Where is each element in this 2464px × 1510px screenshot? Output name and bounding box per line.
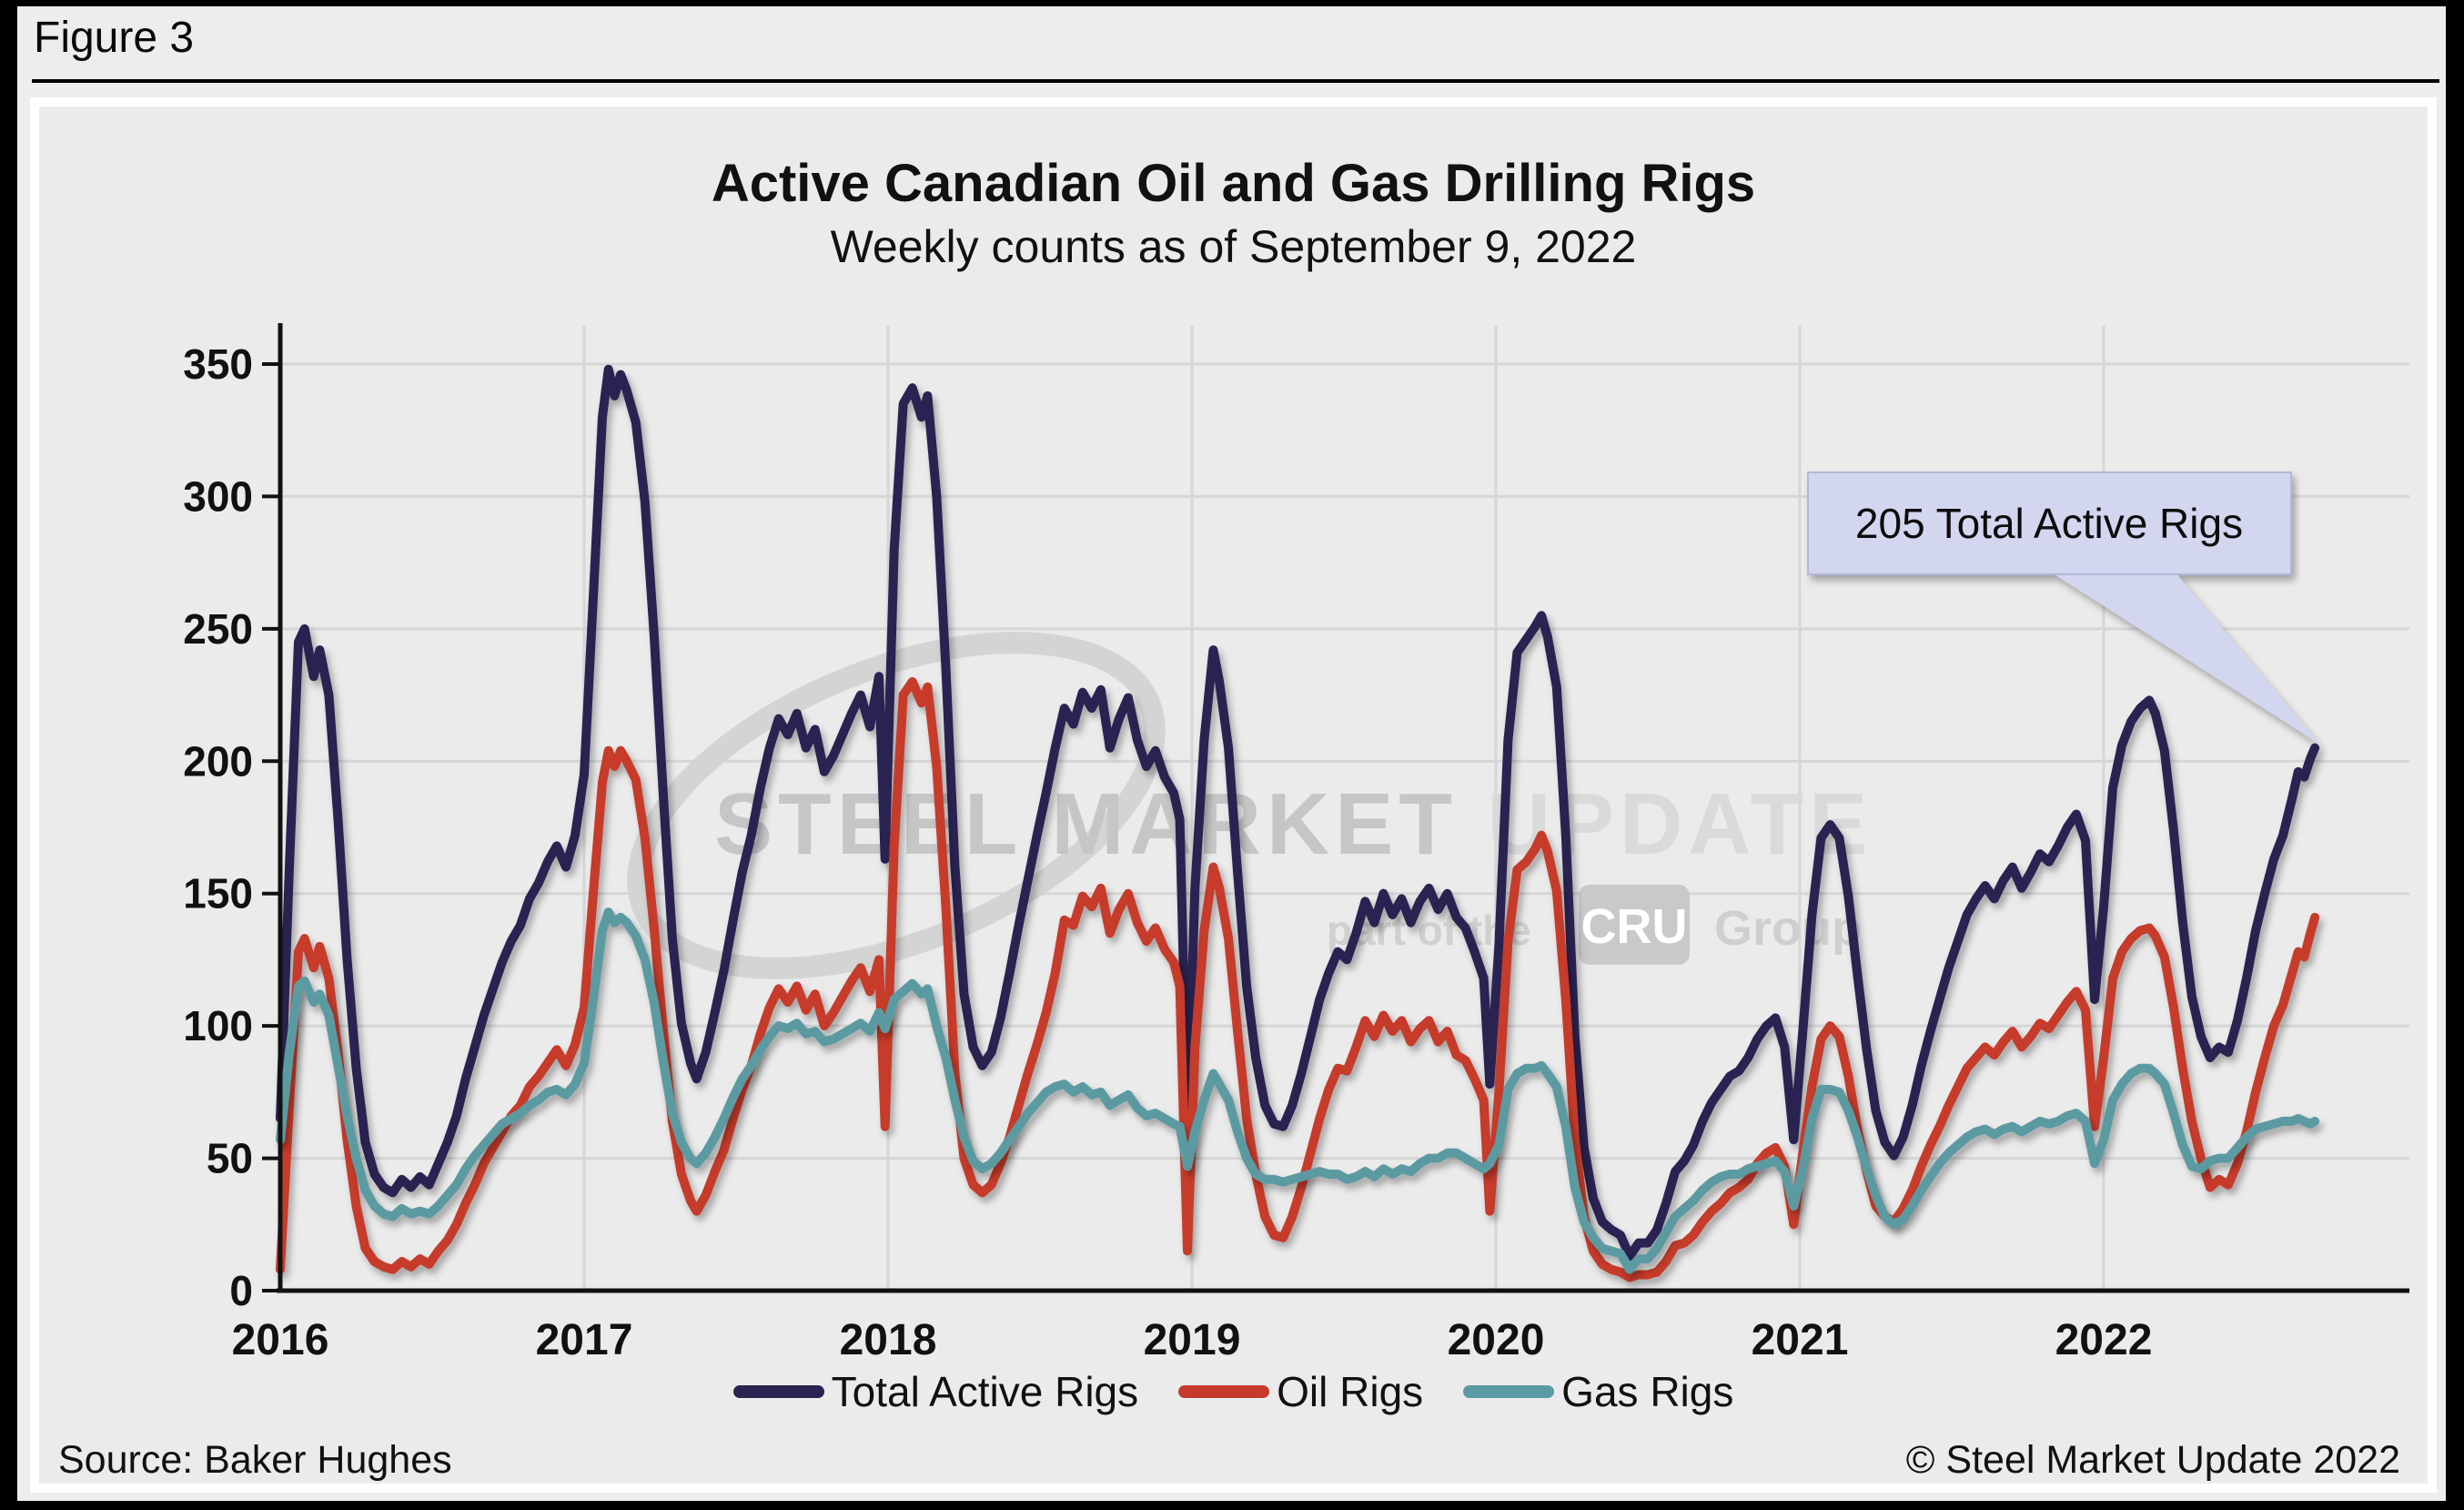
x-tick-label-2021: 2021 xyxy=(1752,1316,1849,1364)
legend-label: Gas Rigs xyxy=(1561,1368,1734,1415)
x-tick-label-2019: 2019 xyxy=(1144,1316,1241,1364)
x-tick-label-2022: 2022 xyxy=(2055,1316,2153,1364)
legend-swatch xyxy=(1178,1385,1270,1398)
figure-label: Figure 3 xyxy=(34,14,195,62)
y-tick-label-250: 250 xyxy=(183,605,253,653)
annotation-callout-box xyxy=(1807,471,2292,575)
legend-item-oil-rigs: Oil Rigs xyxy=(1178,1367,1423,1416)
x-tick-label-2018: 2018 xyxy=(840,1316,937,1364)
legend: Total Active Rigs Oil Rigs Gas Rigs xyxy=(30,1367,2437,1416)
y-tick-label-100: 100 xyxy=(183,1002,253,1049)
x-tick-label-2020: 2020 xyxy=(1448,1316,1545,1364)
series-line-oil-rigs xyxy=(276,677,2320,1282)
x-tick-label-2017: 2017 xyxy=(536,1316,633,1364)
x-tick-label-2016: 2016 xyxy=(232,1316,329,1364)
y-tick-label-200: 200 xyxy=(183,737,253,785)
chart-subtitle: Weekly counts as of September 9, 2022 xyxy=(830,221,1637,272)
copyright-label: © Steel Market Update 2022 xyxy=(1905,1438,2400,1482)
legend-label: Oil Rigs xyxy=(1277,1368,1424,1415)
y-tick-label-0: 0 xyxy=(229,1267,253,1314)
series-line-gas-rigs xyxy=(276,907,2320,1274)
watermark-cru-badge xyxy=(1579,885,1690,965)
chart-title: Active Canadian Oil and Gas Drilling Rig… xyxy=(711,154,1756,213)
legend-label: Total Active Rigs xyxy=(831,1368,1139,1415)
legend-item-total-active-rigs: Total Active Rigs xyxy=(732,1367,1139,1416)
watermark-group-text: Group xyxy=(1714,901,1862,956)
legend-item-gas-rigs: Gas Rigs xyxy=(1463,1367,1733,1416)
axis-ticks: 2016 2017 2018 2019 2020 2021 2022 0 50 100 150 200… xyxy=(183,340,2152,1364)
y-tick-label-50: 50 xyxy=(207,1135,253,1182)
watermark-cru-text: CRU xyxy=(1581,899,1688,954)
source-label: Source: Baker Hughes xyxy=(58,1438,452,1482)
annotation-text: 205 Total Active Rigs xyxy=(1855,500,2243,547)
axes xyxy=(277,323,2409,1293)
legend-swatch xyxy=(1463,1385,1555,1398)
annotation-callout: 205 Total Active Rigs xyxy=(1807,471,2320,745)
series-lines xyxy=(276,364,2320,1282)
series-line-total-active-rigs xyxy=(276,364,2320,1262)
y-tick-label-350: 350 xyxy=(183,340,253,388)
header-rule xyxy=(32,79,2439,83)
y-tick-label-300: 300 xyxy=(183,472,253,520)
annotation-callout-tail xyxy=(2050,572,2320,745)
y-tick-label-150: 150 xyxy=(183,870,253,917)
legend-swatch xyxy=(732,1385,824,1398)
